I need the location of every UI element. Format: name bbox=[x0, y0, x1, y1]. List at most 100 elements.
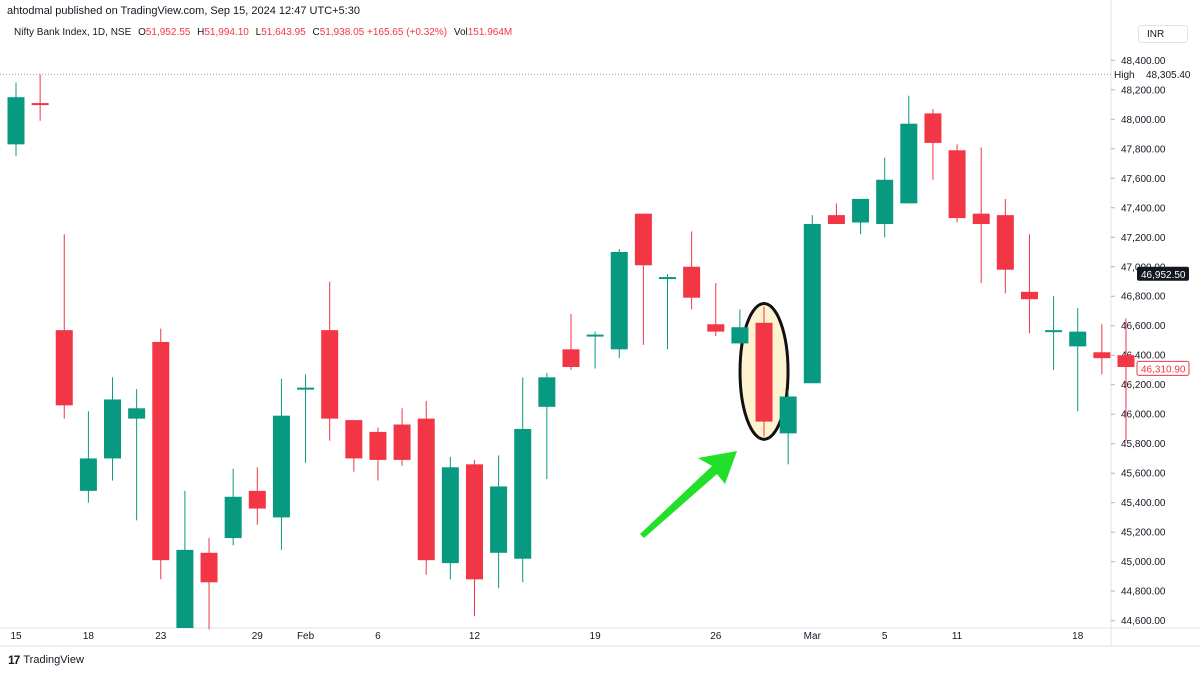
candle-down bbox=[248, 490, 266, 509]
tradingview-logo[interactable]: 17 TradingView bbox=[8, 653, 84, 667]
currency-selector[interactable]: INR bbox=[1138, 25, 1188, 43]
candle-up bbox=[731, 327, 749, 344]
candle-up bbox=[1069, 331, 1087, 347]
price-tick-label: 48,000.00 bbox=[1121, 115, 1166, 126]
candle-down bbox=[55, 330, 73, 406]
candle-down bbox=[345, 420, 363, 459]
high-marker-value: 48,305.40 bbox=[1146, 70, 1191, 81]
candle-down bbox=[707, 324, 725, 332]
tradingview-mark-icon: 17 bbox=[8, 653, 20, 667]
candle-down bbox=[1020, 291, 1038, 300]
candle-up bbox=[514, 428, 532, 559]
price-tick-label: 46,000.00 bbox=[1121, 410, 1166, 421]
date-tick-label: 12 bbox=[469, 631, 481, 642]
volume-value: 151.964M bbox=[467, 27, 513, 38]
candle-up bbox=[1045, 330, 1063, 333]
high-value: 51,994.10 bbox=[204, 27, 249, 38]
price-tick-label: 45,000.00 bbox=[1121, 557, 1166, 568]
candle-up bbox=[586, 334, 604, 337]
price-tick-label: 47,600.00 bbox=[1121, 174, 1166, 185]
candle-down bbox=[562, 349, 580, 368]
candle-down bbox=[924, 113, 942, 143]
candle-up bbox=[297, 387, 315, 390]
change-value: +165.65 (+0.32%) bbox=[367, 27, 448, 38]
candle-down bbox=[1117, 355, 1135, 368]
date-tick-label: 29 bbox=[252, 631, 264, 642]
candle-down bbox=[755, 322, 773, 422]
price-tick-label: 46,400.00 bbox=[1121, 351, 1166, 362]
candle-down bbox=[200, 552, 218, 583]
candle-down bbox=[152, 341, 170, 561]
price-tick-label: 45,400.00 bbox=[1121, 498, 1166, 509]
price-tick-label: 46,200.00 bbox=[1121, 380, 1166, 391]
candle-down bbox=[634, 213, 652, 266]
date-tick-label: 6 bbox=[375, 631, 381, 642]
candle-down bbox=[827, 215, 845, 224]
high-label-bg bbox=[1112, 67, 1132, 82]
price-tick-label: 48,200.00 bbox=[1121, 85, 1166, 96]
symbol-title[interactable]: Nifty Bank Index, 1D, NSE bbox=[14, 27, 132, 38]
candle-up bbox=[7, 97, 25, 145]
candle-down bbox=[393, 424, 411, 460]
date-tick-label: Mar bbox=[804, 631, 822, 642]
candle-up bbox=[79, 458, 97, 491]
close-price-marker-text: 46,310.90 bbox=[1141, 364, 1186, 375]
candle-up bbox=[852, 198, 870, 223]
symbol-legend: Nifty Bank Index, 1D, NSE O51,952.55 H51… bbox=[14, 27, 512, 38]
date-tick-label: 18 bbox=[1072, 631, 1084, 642]
candle-up bbox=[490, 486, 508, 553]
candle-down bbox=[465, 464, 483, 580]
date-tick-label: 26 bbox=[710, 631, 722, 642]
candle-up bbox=[803, 223, 821, 384]
price-tick-label: 47,400.00 bbox=[1121, 203, 1166, 214]
candle-down bbox=[417, 418, 435, 561]
candle-up bbox=[224, 496, 242, 539]
tradingview-logo-text: TradingView bbox=[23, 654, 84, 666]
candle-up bbox=[610, 252, 628, 350]
last-price-marker-text: 46,952.50 bbox=[1141, 270, 1186, 281]
price-tick-label: 44,600.00 bbox=[1121, 616, 1166, 627]
date-tick-label: 5 bbox=[882, 631, 888, 642]
price-tick-label: 45,600.00 bbox=[1121, 469, 1166, 480]
date-tick-label: 19 bbox=[590, 631, 602, 642]
price-tick-label: 47,200.00 bbox=[1121, 233, 1166, 244]
candle-down bbox=[948, 150, 966, 219]
candle-up bbox=[128, 408, 146, 419]
high-label: H bbox=[197, 27, 205, 38]
annotation-arrow-icon bbox=[640, 451, 737, 538]
price-tick-label: 45,200.00 bbox=[1121, 528, 1166, 539]
price-tick-label: 45,800.00 bbox=[1121, 439, 1166, 450]
low-value: 51,643.95 bbox=[261, 27, 306, 38]
candle-down bbox=[31, 103, 49, 106]
price-tick-label: 44,800.00 bbox=[1121, 587, 1166, 598]
candle-down bbox=[1093, 352, 1111, 359]
candle-up bbox=[876, 179, 894, 224]
date-tick-label: 23 bbox=[155, 631, 167, 642]
candle-up bbox=[441, 467, 459, 564]
price-tick-label: 46,600.00 bbox=[1121, 321, 1166, 332]
last-price-marker-bg bbox=[1137, 266, 1189, 281]
published-by-line: ahtodmal published on TradingView.com, S… bbox=[7, 5, 360, 17]
open-label: O bbox=[138, 27, 146, 38]
close-value: 51,938.05 bbox=[319, 27, 365, 38]
candle-down bbox=[683, 266, 701, 298]
close-price-marker-bg bbox=[1136, 360, 1190, 376]
high-marker-label: High bbox=[1114, 70, 1135, 81]
close-label: C bbox=[312, 27, 320, 38]
date-tick-label: 11 bbox=[952, 631, 963, 642]
candle-down bbox=[369, 431, 387, 460]
candle-up bbox=[779, 396, 797, 434]
candle-up bbox=[104, 399, 122, 459]
candle-up bbox=[659, 277, 677, 280]
candle-up bbox=[176, 549, 194, 628]
open-value: 51,952.55 bbox=[145, 27, 191, 38]
date-tick-label: 18 bbox=[83, 631, 95, 642]
date-tick-label: 15 bbox=[10, 631, 22, 642]
candle-up bbox=[272, 415, 290, 518]
candle-up bbox=[900, 123, 918, 204]
price-tick-label: 46,800.00 bbox=[1121, 292, 1166, 303]
low-label: L bbox=[255, 27, 262, 38]
price-tick-label: 48,400.00 bbox=[1121, 56, 1166, 67]
candle-down bbox=[321, 330, 339, 419]
